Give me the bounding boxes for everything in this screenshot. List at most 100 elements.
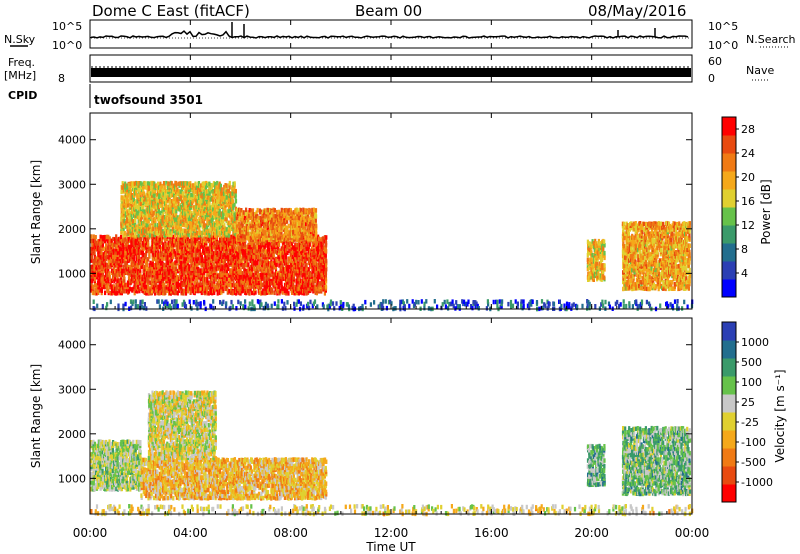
heatmap-cell (190, 259, 193, 264)
heatmap-cell (94, 287, 97, 292)
heatmap-cell (186, 280, 189, 285)
heatmap-cell (203, 268, 207, 273)
heatmap-cell (200, 263, 203, 268)
heatmap-cell (270, 281, 273, 286)
heatmap-cell (175, 258, 178, 263)
heatmap-cell (173, 249, 176, 254)
heatmap-cell (162, 256, 165, 261)
heatmap-cell (223, 252, 226, 257)
heatmap-cell (106, 234, 109, 240)
heatmap-cell (214, 287, 217, 292)
heatmap-cell (93, 282, 97, 287)
heatmap-cell (287, 260, 290, 265)
heatmap-cell (104, 251, 108, 256)
heatmap-cell (147, 257, 150, 262)
heatmap-cell (262, 282, 265, 287)
heatmap-cell (147, 279, 150, 284)
heatmap-cell (244, 282, 248, 287)
heatmap-cell (103, 246, 106, 252)
heatmap-cell (129, 256, 132, 262)
heatmap-cell (241, 284, 244, 289)
heatmap-cell (194, 189, 197, 194)
heatmap-cell (286, 289, 289, 294)
heatmap-cell (122, 269, 125, 274)
heatmap-cell (199, 286, 202, 292)
heatmap-cell (205, 249, 208, 254)
heatmap-cell (113, 264, 116, 269)
heatmap-cell (112, 236, 115, 242)
heatmap-cell (126, 282, 129, 288)
heatmap-cell (266, 258, 269, 263)
heatmap-cell (97, 249, 100, 254)
heatmap-cell (187, 249, 190, 254)
heatmap-cell (170, 257, 174, 262)
heatmap-cell (164, 290, 167, 295)
heatmap-cell (210, 264, 213, 270)
heatmap-cell (278, 270, 281, 276)
heatmap-cell (213, 279, 216, 284)
heatmap-cell (151, 273, 154, 278)
heatmap-cell (224, 270, 227, 276)
heatmap-cell (139, 281, 142, 286)
heatmap-cell (206, 285, 209, 290)
heatmap-cell (151, 244, 154, 250)
heatmap-cell (203, 236, 206, 241)
heatmap-cell (258, 285, 262, 290)
heatmap-cell (106, 237, 109, 242)
heatmap-cell (208, 260, 211, 265)
heatmap-cell (273, 258, 276, 263)
heatmap-cell (125, 270, 128, 275)
heatmap-cell (95, 265, 98, 270)
heatmap-cell (209, 266, 212, 271)
heatmap-cell (194, 181, 197, 186)
heatmap-cell (241, 271, 244, 276)
heatmap-cell (254, 261, 257, 266)
heatmap-cell (173, 266, 176, 271)
heatmap-cell (227, 240, 231, 245)
heatmap-cell (101, 243, 104, 248)
heatmap-cell (118, 246, 121, 252)
heatmap-cell (93, 246, 96, 251)
heatmap-cell (174, 290, 177, 296)
heatmap-cell (125, 242, 128, 248)
heatmap-cell (155, 281, 158, 286)
heatmap-cell (287, 291, 290, 296)
heatmap-cell (219, 267, 223, 272)
heatmap-cell (134, 282, 137, 287)
heatmap-cell (90, 234, 93, 239)
heatmap-cell (154, 269, 158, 274)
heatmap-cell (109, 250, 112, 256)
heatmap-cell (286, 250, 289, 255)
heatmap-cell (221, 246, 224, 252)
heatmap-cell (141, 258, 144, 264)
heatmap-cell (196, 261, 199, 266)
heatmap-cell (142, 289, 145, 294)
heatmap-cell (101, 280, 104, 286)
heatmap-cell (136, 249, 139, 254)
heatmap-cell (209, 286, 212, 291)
heatmap-cell (188, 275, 191, 280)
heatmap-cell (160, 252, 163, 257)
heatmap-cell (192, 276, 195, 282)
heatmap-cell (151, 257, 154, 262)
heatmap-cell (116, 290, 119, 296)
heatmap-cell (104, 262, 108, 268)
heatmap-cell (167, 286, 170, 292)
heatmap-cell (156, 252, 159, 258)
heatmap-cell (263, 275, 266, 280)
heatmap-cell (235, 275, 239, 280)
heatmap-cell (222, 280, 225, 286)
heatmap-cell (228, 250, 231, 256)
heatmap-cell (227, 259, 230, 264)
heatmap-cell (143, 273, 146, 278)
heatmap-cell (119, 273, 122, 278)
heatmap-cell (232, 271, 235, 276)
heatmap-cell (137, 271, 141, 276)
heatmap-cell (117, 286, 120, 292)
heatmap-cell (271, 288, 274, 293)
heatmap-cell (129, 250, 133, 255)
heatmap-cell (142, 246, 145, 251)
heatmap-cell (281, 272, 284, 278)
heatmap-cell (112, 256, 115, 262)
heatmap-cell (248, 244, 251, 250)
